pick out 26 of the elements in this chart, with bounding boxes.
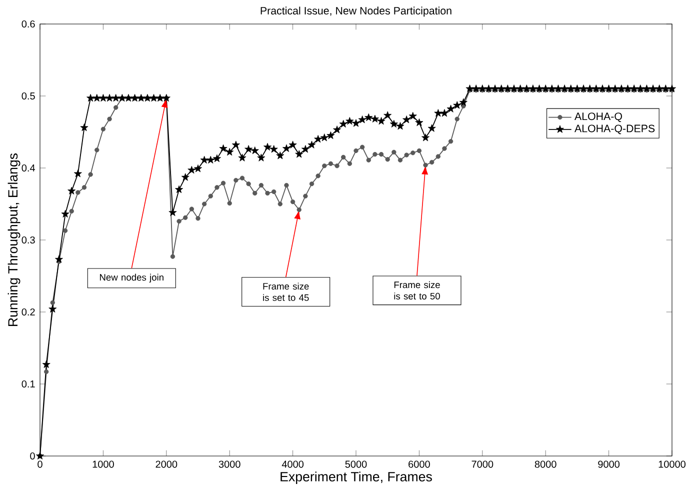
legend-label: ALOHA-Q-DEPS xyxy=(574,124,655,134)
x-tick-label: 7000 xyxy=(472,460,494,468)
y-tick-label: 0.6 xyxy=(22,20,35,28)
x-axis-title: Experiment Time, Frames xyxy=(280,472,432,484)
x-tick-label: 10000 xyxy=(658,460,686,468)
annotation: Frame size is set to 50 xyxy=(394,281,440,300)
annotation: New nodes join xyxy=(100,274,164,283)
y-tick-label: 0.2 xyxy=(22,308,35,316)
x-tick-label: 6000 xyxy=(408,460,430,468)
annotation: Frame size is set to 45 xyxy=(263,282,309,301)
chart-title: Practical Issue, New Nodes Participation xyxy=(260,6,452,17)
y-tick-label: 0.4 xyxy=(22,164,35,172)
x-tick-label: 4000 xyxy=(282,460,304,468)
x-tick-label: 3000 xyxy=(218,460,240,468)
x-tick-label: 8000 xyxy=(534,460,556,468)
x-tick-label: 1000 xyxy=(92,460,114,468)
y-tick-label: 0.5 xyxy=(22,92,35,100)
y-tick-label: 0.1 xyxy=(22,380,35,388)
legend-label: ALOHA-Q xyxy=(574,112,622,122)
y-axis-title: Running Throughput, Erlangs xyxy=(8,153,20,326)
x-tick-label: 2000 xyxy=(156,460,178,468)
x-tick-label: 5000 xyxy=(345,460,367,468)
y-tick-label: 0.3 xyxy=(22,236,35,244)
x-tick-label: 9000 xyxy=(598,460,620,468)
y-tick-label: 0 xyxy=(30,452,35,460)
x-tick-label: 0 xyxy=(38,460,42,468)
